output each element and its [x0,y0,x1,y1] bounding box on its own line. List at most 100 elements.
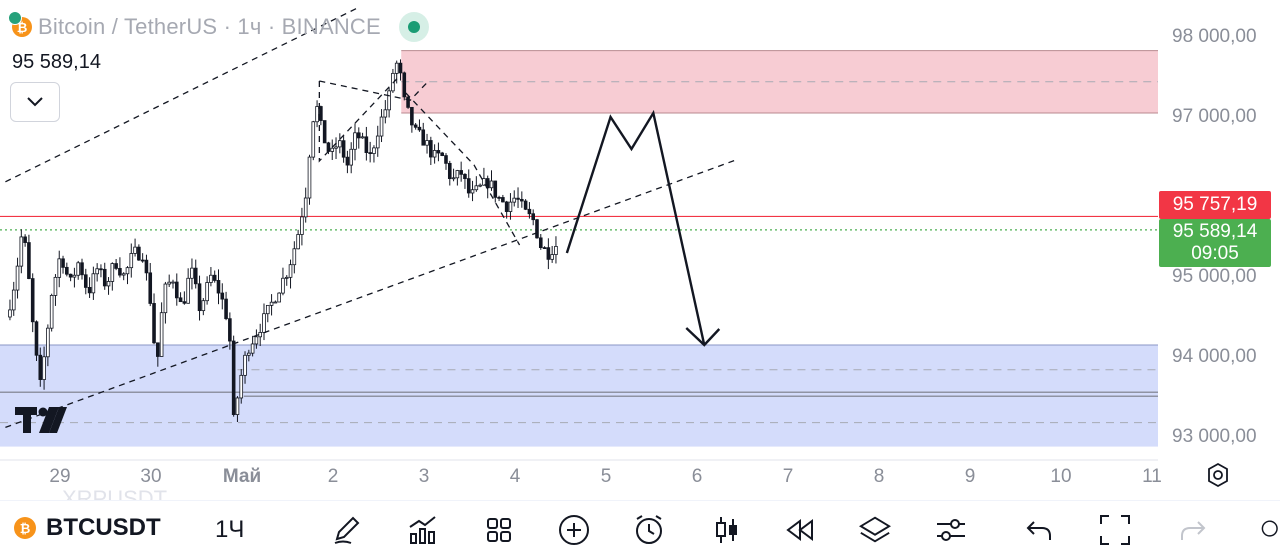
candle-body [538,237,543,248]
candle-body [148,272,153,304]
candle-body [375,135,380,149]
candle-body [372,147,376,154]
candle-body [87,287,92,294]
current-price-value: 95 589,14 [1172,221,1258,242]
symbol-search-button[interactable]: ₿ BTCUSDT [14,514,161,542]
bitcoin-coin-icon: ₿ [8,11,32,37]
replay-button[interactable] [783,513,817,547]
candle-body [459,170,463,175]
symbol-text: BTCUSDT [46,514,161,541]
candle-body [76,262,81,276]
candle-body [504,201,509,212]
undo-button[interactable] [1022,513,1056,547]
add-button[interactable] [557,513,591,547]
candle-body [364,136,369,153]
interval-button[interactable]: 1Ч [215,516,245,543]
price-chart[interactable] [0,0,1280,500]
layers-icon [858,516,892,543]
candle-body [34,321,39,356]
candle-body [106,281,111,287]
chart-settings-button[interactable] [1204,461,1232,489]
candle-body [243,354,247,376]
candle-body [68,273,73,278]
candle-body [80,262,84,276]
symbol-legend[interactable]: ₿ Bitcoin / TetherUS · 1ч · BINANCE [8,10,429,44]
candle-body [368,152,372,154]
date-tick-label: 29 [49,466,71,487]
legend-title: Bitcoin / TetherUS · 1ч · BINANCE [38,14,381,39]
alarm-icon [636,515,662,544]
redo-button[interactable] [1176,513,1210,547]
candle-body [322,120,327,144]
date-tick-label: Май [222,466,262,487]
candle-body [163,283,168,314]
candle-body [451,177,456,180]
fullscreen-icon [1100,515,1130,545]
candle-body [512,197,517,203]
chart-properties-button[interactable] [934,513,968,547]
drawing-tools-button[interactable] [330,513,364,547]
date-tick-label: 2 [327,466,339,487]
chart-type-button[interactable] [710,513,744,547]
candle-body [482,178,486,186]
candle-body [334,146,338,149]
market-status-icon[interactable] [398,12,429,42]
candle-body [470,189,475,194]
date-tick-label: 8 [873,466,885,487]
candle-body [174,281,179,299]
price-tick-label: 94 000,00 [1172,346,1257,367]
fullscreen-button[interactable] [1098,513,1132,547]
legend-last-price: 95 589,14 [12,51,101,73]
candle-body [300,216,304,235]
tradingview-logo-mark [15,407,67,433]
candle-body [326,142,331,152]
candle-body [144,259,149,274]
candle-body [228,318,232,342]
candle-body [413,124,418,128]
candle-body [118,268,122,276]
candle-body [360,136,365,139]
pattern-line-1 [318,76,399,163]
candle-body [440,152,444,156]
date-tick-label: 10 [1050,466,1072,487]
object-tree-button[interactable] [858,513,892,547]
alert-button[interactable] [632,513,666,547]
candle-body [311,121,316,158]
layouts-button[interactable] [482,513,516,547]
candle-body [83,274,88,288]
candle-body [231,340,236,415]
candle-body [72,274,77,278]
candle-body [197,283,202,312]
date-tick-label: 6 [691,466,703,487]
candle-body [307,156,312,199]
candle-body [296,234,300,250]
candle-countdown: 09:05 [1191,243,1239,264]
date-tick-label: 5 [600,466,612,487]
candle-body [205,282,209,302]
candle-body [478,184,482,187]
current-price-tag: 95 589,14 09:05 [1159,219,1271,267]
candles-layer [8,59,558,423]
candle-body [23,236,27,243]
collapse-legend-button[interactable] [10,82,60,122]
more-tools-button[interactable] [1258,513,1280,547]
candle-body [262,313,266,333]
candle-body [91,273,96,294]
undo-icon [1026,521,1051,540]
price-tick-label: 98 000,00 [1172,26,1257,47]
candle-body [463,173,467,180]
candle-body [542,247,547,249]
candle-body [303,197,308,218]
candle-body [137,246,141,261]
candle-body [349,148,353,166]
candle-body [520,198,524,202]
candle-body [42,356,46,380]
drawings-layer [5,6,736,429]
candle-body [523,200,528,210]
candle-body [156,342,160,357]
date-tick-label: 9 [964,466,976,487]
indicators-button[interactable] [406,513,440,547]
candle-body [65,266,69,275]
candle-body [292,248,297,266]
candle-body [277,292,281,303]
